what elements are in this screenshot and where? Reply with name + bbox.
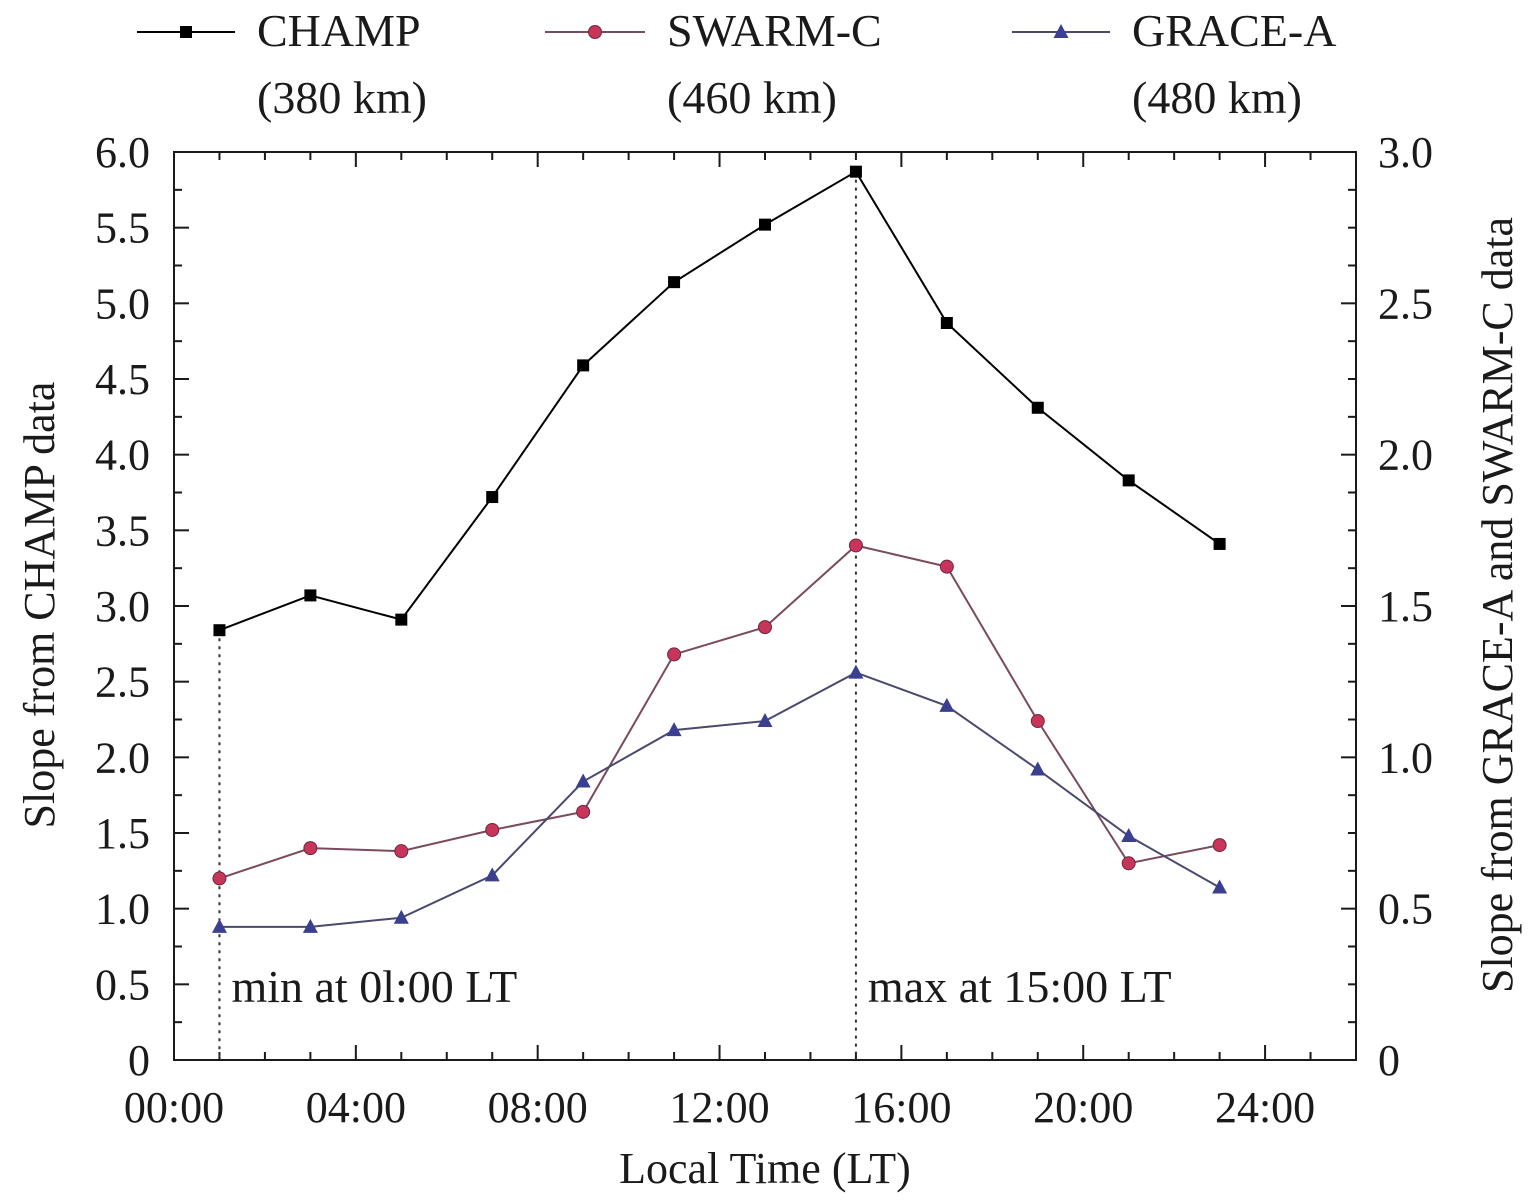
y-right-tick-label: 2.5 (1378, 279, 1433, 328)
y-left-tick-label: 1.0 (95, 885, 150, 934)
y-left-tick-label: 0.5 (95, 960, 150, 1009)
x-tick-label: 20:00 (1033, 1083, 1133, 1132)
data-point-swarm-c (1121, 856, 1136, 871)
annotation-label: max at 15:00 LT (868, 961, 1172, 1012)
legend: CHAMP (380 km) SWARM-C (460 km) GRACE-A (480 … (137, 5, 1336, 123)
data-point-champ (668, 276, 681, 289)
y-left-tick-label: 4.0 (95, 431, 150, 480)
series-line-grace-a (219, 671, 1221, 928)
data-point-swarm-c (576, 804, 591, 819)
data-point-swarm-c (1030, 714, 1045, 729)
legend-item-champ: CHAMP (380 km) (137, 5, 427, 123)
data-point-grace-a (1212, 879, 1228, 894)
x-tick-label: 04:00 (306, 1083, 406, 1132)
data-point-champ (849, 165, 862, 178)
data-point-grace-a (484, 867, 500, 882)
y-right-tick-label: 1.0 (1378, 733, 1433, 782)
data-point-grace-a (1121, 828, 1137, 843)
data-point-grace-a (575, 773, 591, 788)
legend-item-grace-a: GRACE-A (480 km) (1012, 5, 1336, 123)
y-left-tick-label: 2.0 (95, 733, 150, 782)
y-right-tick-label: 3.0 (1378, 128, 1433, 177)
data-point-champ (1031, 401, 1044, 414)
data-point-champ (759, 218, 771, 231)
series-champ (213, 165, 1226, 637)
series-line-swarm-c (219, 544, 1220, 880)
y-left-tick-label: 2.5 (95, 658, 150, 707)
data-point-champ (486, 491, 499, 504)
series-swarm-c (212, 538, 1227, 886)
y-axis-left-title: Slope from CHAMP data (15, 382, 64, 829)
series-layer (211, 165, 1228, 933)
x-tick-label: 00:00 (124, 1083, 224, 1132)
axes: 00:00 04:00 08:00 12:00 16:00 20:00 24:00 0 0.5 1… (95, 128, 1433, 1132)
data-point-swarm-c (939, 559, 954, 574)
legend-label: GRACE-A (1132, 5, 1336, 56)
data-point-swarm-c (303, 841, 318, 856)
series-grace-a (211, 664, 1228, 933)
data-point-grace-a (757, 713, 773, 728)
x-tick-label: 08:00 (488, 1083, 588, 1132)
data-point-swarm-c (485, 822, 500, 837)
y-left-tick-label: 5.5 (95, 204, 150, 253)
data-point-swarm-c (667, 647, 682, 662)
data-point-champ (395, 613, 408, 626)
data-point-champ (1122, 474, 1135, 487)
legend-label: CHAMP (257, 5, 421, 56)
legend-item-swarm-c: SWARM-C (460 km) (545, 5, 882, 123)
x-tick-label: 16:00 (851, 1083, 951, 1132)
data-point-swarm-c (758, 620, 772, 635)
data-point-grace-a (1030, 761, 1046, 776)
x-tick-label: 12:00 (669, 1083, 769, 1132)
data-point-grace-a (939, 697, 955, 712)
y-right-tick-label: 0 (1378, 1036, 1400, 1085)
y-left-tick-label: 3.5 (95, 506, 150, 555)
data-point-grace-a (848, 664, 864, 679)
y-left-tick-label: 6.0 (95, 128, 150, 177)
annotation-label: min at 0l:00 LT (231, 961, 517, 1012)
legend-marker (588, 25, 602, 39)
y-left-tick-label: 5.0 (95, 279, 150, 328)
x-tick-label: 24:00 (1215, 1083, 1315, 1132)
y-right-tick-label: 2.0 (1378, 431, 1433, 480)
data-point-swarm-c (394, 844, 409, 859)
y-left-tick-label: 3.0 (95, 582, 150, 631)
y-left-tick-label: 4.5 (95, 355, 150, 404)
legend-sublabel: (380 km) (257, 72, 427, 123)
x-axis-title: Local Time (LT) (619, 1144, 911, 1193)
data-point-grace-a (393, 909, 409, 924)
data-point-swarm-c (212, 871, 227, 886)
data-point-champ (1213, 537, 1226, 550)
data-point-champ (940, 317, 953, 330)
y-right-tick-label: 0.5 (1378, 885, 1433, 934)
series-line-champ (219, 170, 1221, 632)
y-axis-right-title: Slope from GRACE-A and SWARM-C data (1473, 217, 1522, 993)
legend-marker (1053, 24, 1069, 38)
data-point-champ (213, 624, 226, 637)
data-point-grace-a (666, 722, 682, 737)
data-point-champ (577, 359, 590, 372)
legend-label: SWARM-C (667, 5, 882, 56)
data-point-swarm-c (848, 538, 863, 553)
data-point-champ (304, 589, 317, 602)
y-left-tick-label: 1.5 (95, 809, 150, 858)
y-right-tick-label: 1.5 (1378, 582, 1433, 631)
legend-sublabel: (480 km) (1132, 72, 1302, 123)
legend-sublabel: (460 km) (667, 72, 837, 123)
annotations: min at 0l:00 LT max at 15:00 LT (218, 171, 1172, 1060)
data-point-swarm-c (1212, 838, 1227, 853)
data-point-grace-a (302, 918, 318, 933)
legend-marker (180, 26, 192, 38)
y-left-tick-label: 0 (128, 1036, 150, 1085)
data-point-grace-a (211, 918, 227, 933)
